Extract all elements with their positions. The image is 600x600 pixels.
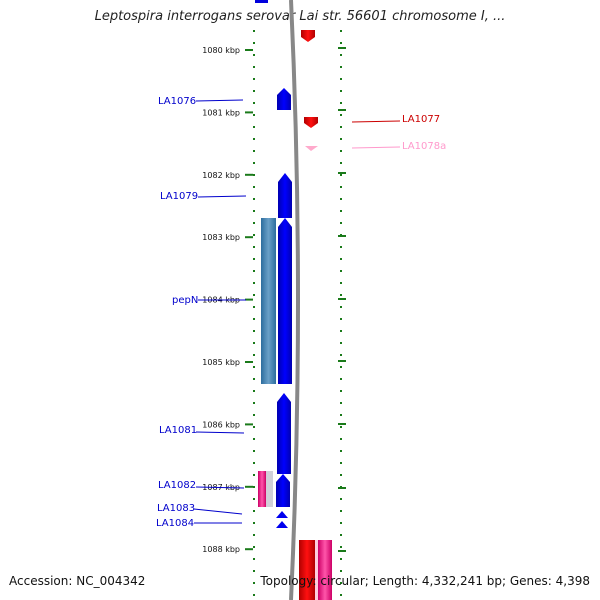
ruler-tick-label: 1088 kbp [202,545,240,554]
gene-LA1082-magenta-block[interactable] [258,471,266,507]
gene-bottom-red-block[interactable] [299,540,315,600]
gene-LA1083-shape[interactable] [276,511,288,518]
pepn-operon-block[interactable] [261,218,276,384]
gene-LA1084-shape[interactable] [276,521,288,528]
ruler-tick-label: 1081 kbp [202,108,240,117]
gene-LA1082-grey-block[interactable] [266,471,273,507]
label-LA1084[interactable]: LA1084 [156,518,194,529]
gene-labels: LA1076 LA1077 LA1078a LA1079 pepN LA1081… [156,96,446,529]
ruler-tick-label: 1080 kbp [202,46,240,55]
label-LA1082[interactable]: LA1082 [158,480,196,491]
label-LA1079[interactable]: LA1079 [160,191,198,202]
ruler-tick-label: 1082 kbp [202,171,240,180]
label-pepN[interactable]: pepN [172,295,198,306]
gene-LA1078a-shape[interactable] [305,146,318,151]
label-LA1083[interactable]: LA1083 [157,503,195,514]
gene-partial-top[interactable] [255,0,268,3]
topology-text: Topology: circular; Length: 4,332,241 bp… [260,574,590,588]
ruler-tick-label: 1086 kbp [202,420,240,429]
ruler-tick-label: 1085 kbp [202,358,240,367]
gene-LA1077-shape[interactable] [304,117,318,128]
gene-LA1081-shape[interactable] [277,393,291,474]
accession-text: Accession: NC_004342 [9,574,146,588]
right-major-ticks [338,47,346,552]
gene-pepN-shape[interactable] [278,218,292,384]
label-LA1078a[interactable]: LA1078a [402,141,446,152]
label-LA1076[interactable]: LA1076 [158,96,196,107]
label-LA1081[interactable]: LA1081 [159,425,197,436]
gene-LA1082-shape[interactable] [276,474,290,507]
gene-bottom-pink-block[interactable] [315,540,318,600]
gene-bottom-magenta-block[interactable] [318,540,332,600]
gene-LA1076-shape[interactable] [277,88,291,110]
gene-top-reverse-shape[interactable] [301,30,315,42]
map-title: Leptospira interrogans serovar Lai str. … [94,9,506,24]
ruler-tick-label: 1083 kbp [202,233,240,242]
gene-LA1079-shape[interactable] [278,173,292,218]
label-LA1077[interactable]: LA1077 [402,114,440,125]
chromosome-backbone [289,0,300,600]
